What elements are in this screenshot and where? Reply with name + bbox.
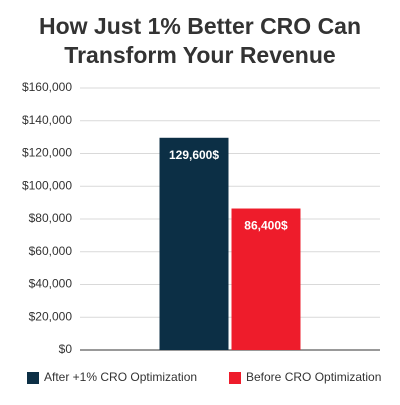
y-tick-label: $40,000 — [29, 277, 73, 291]
y-tick-label: $80,000 — [29, 211, 73, 225]
y-tick-label: $20,000 — [29, 309, 73, 323]
legend-label: After +1% CRO Optimization — [44, 370, 197, 384]
bar — [231, 208, 301, 350]
legend-label: Before CRO Optimization — [246, 370, 381, 384]
y-tick-label: $140,000 — [22, 113, 72, 127]
chart-title: How Just 1% Better CRO Can Transform You… — [38, 13, 362, 68]
value-label: 129,600$ — [169, 148, 219, 162]
bar — [159, 137, 229, 350]
y-tick-label: $120,000 — [22, 146, 72, 160]
value-label: 86,400$ — [244, 219, 288, 233]
y-tick-label: $100,000 — [22, 178, 72, 192]
legend-swatch — [229, 372, 241, 384]
y-tick-label: $60,000 — [29, 244, 73, 258]
y-tick-label: $160,000 — [22, 80, 72, 94]
legend-swatch — [27, 372, 39, 384]
y-tick-label: $0 — [59, 342, 73, 356]
